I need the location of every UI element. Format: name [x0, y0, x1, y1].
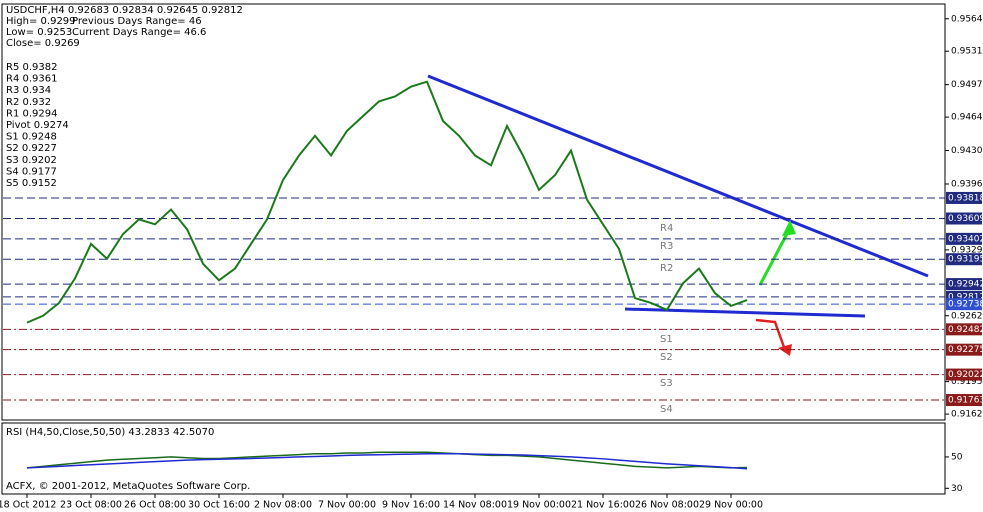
- high: High= 0.9299: [6, 16, 76, 27]
- pivot-text: S1 0.9248: [6, 132, 57, 143]
- y-tick-label: 50: [951, 452, 963, 462]
- level-label: 0.93609: [948, 214, 983, 224]
- pivot-text: R1 0.9294: [6, 108, 57, 119]
- y-tick-label: 0.9162: [951, 410, 983, 420]
- pivot-text: S4 0.9177: [6, 166, 57, 177]
- rsi-panel: [1, 422, 946, 495]
- trendline: [427, 74, 929, 278]
- pivot-text: R5 0.9382: [6, 62, 57, 73]
- y-tick-label: 0.9531: [951, 47, 983, 57]
- level-label: 0.92022: [948, 370, 983, 380]
- y-tick-label: 0.9396: [951, 179, 983, 189]
- pivot-text: R2 0.932: [6, 97, 51, 108]
- level-label: 0.92275: [948, 345, 983, 355]
- arrowhead: [782, 220, 796, 236]
- arrow: [755, 318, 787, 351]
- y-tick-label: 0.9262: [951, 311, 983, 321]
- level-label-box: [946, 298, 982, 311]
- level-label-box: [946, 394, 982, 407]
- level-name: S3: [660, 378, 673, 389]
- price-panel: [1, 3, 946, 421]
- y-tick-label: 0.9464: [951, 113, 983, 123]
- pivot-text: Pivot 0.9274: [6, 120, 69, 131]
- pivot-text: S5 0.9152: [6, 178, 57, 189]
- curr-range: Current Days Range= 46.6: [72, 27, 206, 38]
- level-name: S4: [660, 404, 673, 415]
- level-label: 0.91763: [948, 396, 983, 406]
- x-tick-label: 21 Nov 16:00: [571, 500, 635, 511]
- series-line: [26, 453, 748, 470]
- symbol-line: USDCHF,H4 0.92683 0.92834 0.92645 0.9281…: [6, 5, 243, 16]
- y-tick-label: 0.9430: [951, 146, 983, 156]
- level-name: R4: [660, 223, 673, 234]
- trendline: [624, 307, 866, 318]
- level-label-box: [946, 368, 982, 381]
- level-label-box: [946, 343, 982, 356]
- rsi-title: RSI (H4,50,Close,50,50) 43.2833 42.5070: [6, 427, 214, 438]
- level-label-box: [946, 323, 982, 336]
- level-label: 0.92482: [948, 325, 983, 335]
- pivot-text: S2 0.9227: [6, 143, 57, 154]
- level-label-box: [946, 278, 982, 291]
- series-line: [26, 80, 748, 324]
- level-label: 0.93818: [948, 193, 983, 203]
- x-tick-label: 26 Nov 08:00: [635, 500, 699, 511]
- level-label-box: [946, 212, 982, 225]
- level-label: 0.92942: [948, 280, 983, 290]
- arrow: [758, 227, 792, 286]
- level-label: 0.92812: [948, 292, 983, 302]
- pivot-text: R4 0.9361: [6, 74, 57, 85]
- x-tick-label: 2 Nov 08:00: [254, 500, 312, 511]
- series-line: [26, 451, 748, 469]
- y-tick-label: 0.9195: [951, 377, 983, 387]
- y-tick-label: 30: [951, 484, 963, 494]
- x-tick-label: 14 Nov 08:00: [443, 500, 507, 511]
- level-label: 0.93402: [948, 234, 983, 244]
- x-tick-label: 29 Nov 00:00: [699, 500, 763, 511]
- low: Low= 0.9253: [6, 27, 72, 38]
- level-label-box: [946, 191, 982, 204]
- x-tick-label: 23 Oct 08:00: [60, 500, 122, 511]
- y-tick-label: 0.9329: [951, 245, 983, 255]
- pivot-text: R3 0.934: [6, 85, 51, 96]
- level-label: 0.92738: [948, 300, 983, 310]
- x-tick-label: 30 Oct 16:00: [188, 500, 250, 511]
- level-label-box: [946, 253, 982, 266]
- y-tick-label: 0.9564: [951, 14, 983, 24]
- level-label-box: [946, 232, 982, 245]
- annotations: [427, 74, 929, 356]
- x-tick-label: 7 Nov 00:00: [318, 500, 376, 511]
- arrowhead: [778, 344, 792, 356]
- level-name: S2: [660, 352, 673, 363]
- prev-range: Previous Days Range= 46: [72, 16, 202, 27]
- level-label: 0.93195: [948, 255, 983, 265]
- copyright: ACFX, © 2001-2012, MetaQuotes Software C…: [6, 481, 250, 492]
- level-name: R2: [660, 263, 673, 274]
- x-tick-label: 9 Nov 16:00: [382, 500, 440, 511]
- x-tick-label: 19 Nov 00:00: [507, 500, 571, 511]
- level-name: R3: [660, 241, 673, 252]
- pivot-text: S3 0.9202: [6, 155, 57, 166]
- x-tick-label: 18 Oct 2012: [0, 500, 56, 511]
- x-tick-label: 26 Oct 08:00: [124, 500, 186, 511]
- y-tick-label: 0.9497: [951, 80, 983, 90]
- close: Close= 0.9269: [6, 38, 80, 49]
- level-name: S1: [660, 334, 673, 345]
